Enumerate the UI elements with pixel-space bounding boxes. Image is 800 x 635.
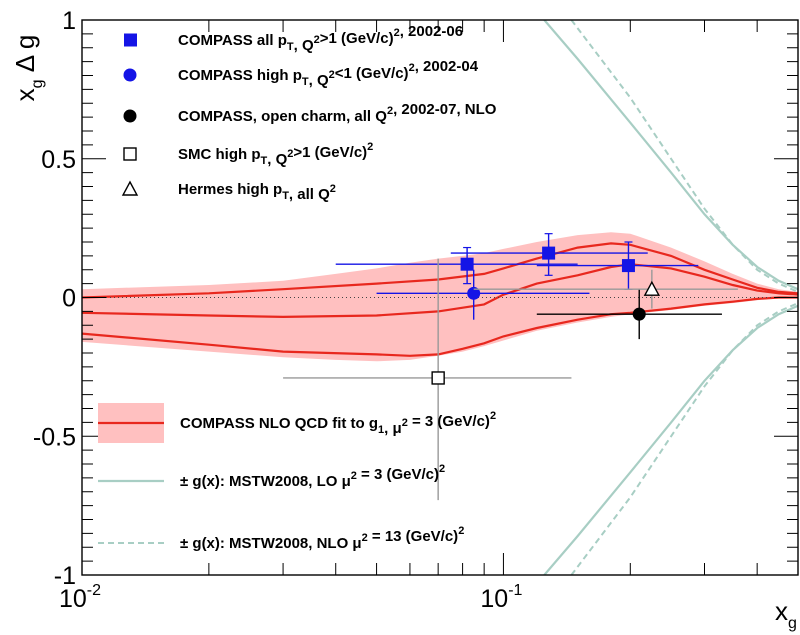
mstw-lo-curve	[543, 20, 798, 291]
data-point	[283, 258, 572, 501]
legend-label: ± g(x): MSTW2008, NLO μ2 = 13 (GeV/c)2	[180, 525, 464, 552]
x-tick-labels: 10-2 10-1	[59, 582, 523, 613]
axis-ticks	[81, 19, 799, 576]
data-point	[335, 246, 578, 285]
circle-marker	[632, 307, 646, 321]
y-tick-label: 0.5	[41, 146, 76, 174]
legend: COMPASS all pT, Q2>1 (GeV/c)2, 2002-06 CO…	[98, 23, 497, 552]
open-square-marker	[431, 371, 445, 385]
square-marker	[621, 259, 635, 273]
square-marker	[542, 246, 556, 260]
fit-error-band	[82, 232, 798, 362]
legend-symbol	[123, 147, 137, 161]
mstw-nlo-curve	[570, 302, 798, 575]
mstw-lo-curve	[543, 304, 798, 575]
y-tick-labels: 1 0.5 0 -0.5 -1	[33, 7, 76, 590]
mstw-nlo-curve	[570, 20, 798, 293]
legend-label: SMC high pT, Q2>1 (GeV/c)2	[178, 141, 373, 168]
fit-curves	[82, 242, 798, 357]
open-triangle-marker	[643, 280, 661, 296]
y-tick-label: 0	[62, 285, 76, 313]
fit-curve	[82, 296, 798, 357]
data-point	[536, 289, 722, 340]
x-tick-label: 10-1	[480, 582, 522, 613]
x-axis-title: xg	[775, 596, 797, 632]
legend-symbol	[123, 68, 137, 82]
legend-label: COMPASS high pT, Q2<1 (GeV/c)2, 2002-04	[178, 58, 479, 89]
y-axis-title: xg Δ g	[10, 35, 46, 102]
fit-curve	[82, 263, 798, 319]
mstw-curves	[543, 20, 798, 575]
data-points	[283, 233, 738, 501]
fit-curve	[82, 242, 798, 299]
square-marker	[460, 257, 474, 271]
legend-label: Hermes high pT, all Q2	[178, 181, 336, 203]
x-tick-label: 10-2	[59, 582, 101, 613]
fit-band-area	[82, 232, 798, 362]
data-point	[473, 269, 738, 309]
y-tick-label: 1	[62, 7, 76, 35]
legend-symbol	[124, 33, 137, 47]
legend-symbol	[121, 180, 139, 196]
circle-marker	[467, 286, 481, 300]
legend-label: COMPASS, open charm, all Q2, 2002-07, NL…	[178, 101, 497, 125]
legend-symbol	[98, 403, 164, 443]
data-point	[376, 269, 590, 320]
legend-symbol	[123, 109, 137, 123]
y-tick-label: -0.5	[33, 423, 76, 451]
legend-label: ± g(x): MSTW2008, LO μ2 = 3 (GeV/c)2	[180, 463, 445, 490]
legend-label: COMPASS all pT, Q2>1 (GeV/c)2, 2002-06	[178, 23, 463, 54]
y-tick-label: -1	[54, 562, 76, 590]
data-point	[450, 233, 648, 276]
legend-label: COMPASS NLO QCD fit to g1, μ2 = 3 (GeV/c…	[180, 410, 496, 437]
